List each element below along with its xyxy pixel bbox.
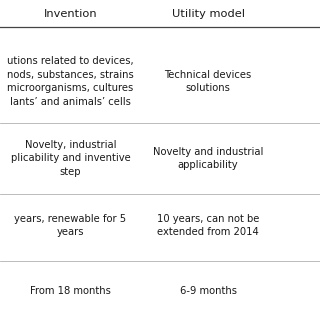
Text: Novelty, industrial
plicability and inventive
step: Novelty, industrial plicability and inve… bbox=[11, 140, 130, 177]
Text: Invention: Invention bbox=[44, 9, 97, 20]
Text: 6-9 months: 6-9 months bbox=[180, 286, 236, 296]
Text: years, renewable for 5
years: years, renewable for 5 years bbox=[14, 214, 126, 237]
Text: utions related to devices,
nods, substances, strains
microorganisms, cultures
la: utions related to devices, nods, substan… bbox=[7, 56, 134, 107]
Text: Technical devices
solutions: Technical devices solutions bbox=[164, 70, 252, 93]
Text: Utility model: Utility model bbox=[172, 9, 244, 20]
Text: 10 years, can not be
extended from 2014: 10 years, can not be extended from 2014 bbox=[157, 214, 259, 237]
Text: From 18 months: From 18 months bbox=[30, 286, 111, 296]
Text: Novelty and industrial
applicability: Novelty and industrial applicability bbox=[153, 147, 263, 170]
